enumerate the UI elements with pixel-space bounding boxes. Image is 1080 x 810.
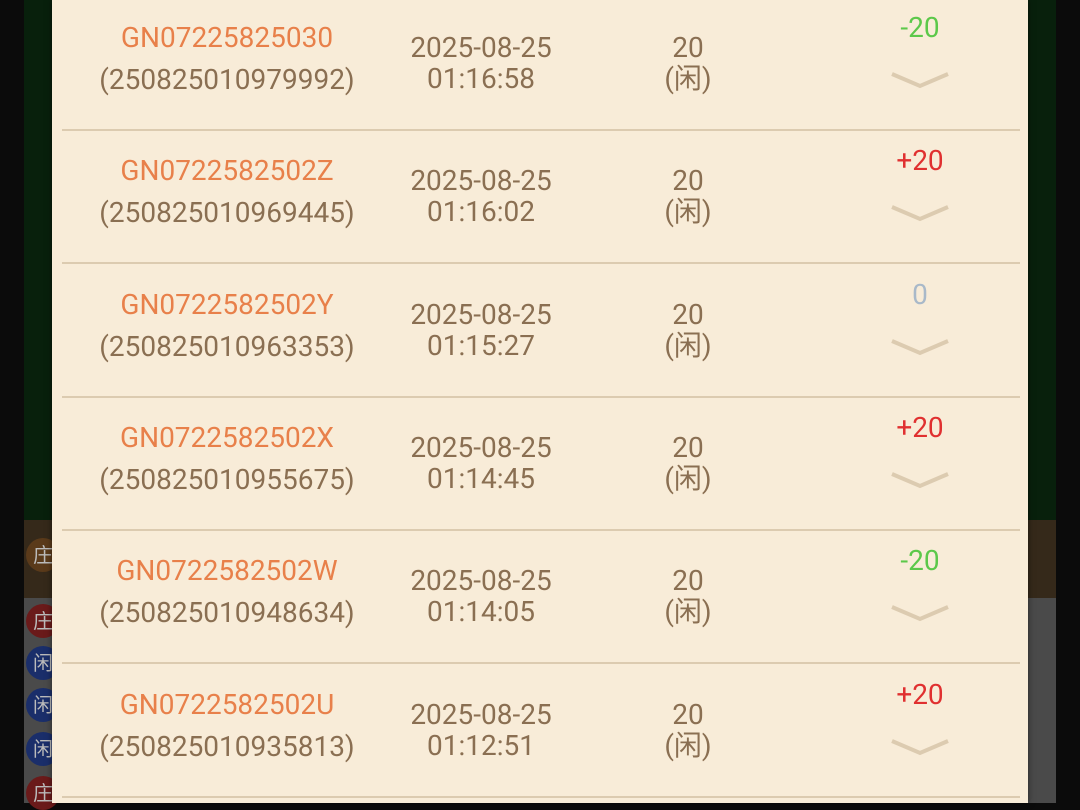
chevron-down-icon[interactable] <box>890 737 950 757</box>
datetime-cell: 2025-08-25 01:16:02 <box>374 165 588 227</box>
game-id-cell: GN0722582502W (250825010948634) <box>62 555 392 628</box>
order-id: (250825010955675) <box>99 462 355 496</box>
bet-date: 2025-08-25 <box>410 564 552 598</box>
datetime-cell: 2025-08-25 01:15:27 <box>374 299 588 361</box>
game-id-cell: GN0722582502Y (250825010963353) <box>62 289 392 362</box>
bet-time: 01:15:27 <box>427 328 535 362</box>
bet-record-row[interactable]: GN0722582502U (250825010935813) 2025-08-… <box>62 663 1020 798</box>
chevron-down-icon[interactable] <box>890 603 950 623</box>
bet-amount: 20 <box>672 31 704 64</box>
chevron-down-icon[interactable] <box>890 70 950 90</box>
datetime-cell: 2025-08-25 01:14:45 <box>374 432 588 494</box>
bet-time: 01:14:05 <box>427 595 535 629</box>
game-id-cell: GN07225825030 (250825010979992) <box>62 22 392 95</box>
order-id: (250825010963353) <box>99 329 355 363</box>
game-id: GN0722582502Z <box>120 154 334 188</box>
bet-amount-cell: 20 (闲) <box>590 699 786 761</box>
game-id: GN0722582502U <box>119 687 335 721</box>
bet-amount: 20 <box>672 564 704 598</box>
win-loss: -20 <box>900 11 940 44</box>
bet-amount-cell: 20 (闲) <box>590 32 786 94</box>
win-loss: 0 <box>912 277 928 311</box>
datetime-cell: 2025-08-25 01:12:51 <box>374 699 588 761</box>
bet-amount: 20 <box>672 430 704 464</box>
bet-record-row[interactable]: GN07225825030 (250825010979992) 2025-08-… <box>62 0 1020 131</box>
bet-date: 2025-08-25 <box>410 697 552 731</box>
win-loss: +20 <box>896 677 944 711</box>
bet-amount: 20 <box>672 164 704 198</box>
bet-date: 2025-08-25 <box>410 31 552 64</box>
bet-date: 2025-08-25 <box>410 297 552 331</box>
bet-time: 01:16:58 <box>427 62 535 95</box>
game-id-cell: GN0722582502U (250825010935813) <box>62 689 392 762</box>
win-loss: -20 <box>900 544 940 578</box>
order-id: (250825010969445) <box>99 196 355 230</box>
game-id-cell: GN0722582502X (250825010955675) <box>62 422 392 495</box>
bet-record-row[interactable]: GN0722582502W (250825010948634) 2025-08-… <box>62 529 1020 665</box>
datetime-cell: 2025-08-25 01:16:58 <box>374 32 588 94</box>
bet-amount-cell: 20 (闲) <box>590 299 786 361</box>
bet-side: (闲) <box>664 328 712 362</box>
bet-record-row[interactable]: GN0722582502Z (250825010969445) 2025-08-… <box>62 129 1020 265</box>
bet-amount-cell: 20 (闲) <box>590 165 786 227</box>
bet-history-modal: GN07225825030 (250825010979992) 2025-08-… <box>52 0 1028 803</box>
bet-amount-cell: 20 (闲) <box>590 565 786 627</box>
win-loss: +20 <box>896 410 944 444</box>
datetime-cell: 2025-08-25 01:14:05 <box>374 565 588 627</box>
bet-side: (闲) <box>664 595 712 629</box>
bet-amount: 20 <box>672 697 704 731</box>
bet-time: 01:14:45 <box>427 461 535 495</box>
bet-side: (闲) <box>664 62 712 95</box>
game-id: GN0722582502X <box>120 420 334 454</box>
chevron-down-icon[interactable] <box>890 337 950 357</box>
bet-date: 2025-08-25 <box>410 430 552 464</box>
bet-record-row[interactable]: GN0722582502X (250825010955675) 2025-08-… <box>62 396 1020 531</box>
bet-amount: 20 <box>672 297 704 331</box>
game-id: GN0722582502Y <box>120 287 334 321</box>
bet-side: (闲) <box>664 195 712 229</box>
bet-record-row[interactable]: GN0722582502Y (250825010963353) 2025-08-… <box>62 263 1020 398</box>
chevron-down-icon[interactable] <box>890 470 950 490</box>
order-id: (250825010935813) <box>99 729 355 763</box>
bet-date: 2025-08-25 <box>410 164 552 198</box>
bet-side: (闲) <box>664 461 712 495</box>
order-id: (250825010948634) <box>99 596 355 630</box>
bet-time: 01:16:02 <box>427 195 535 229</box>
order-id: (250825010979992) <box>99 63 355 96</box>
bet-amount-cell: 20 (闲) <box>590 432 786 494</box>
game-id: GN0722582502W <box>116 554 338 588</box>
win-loss: +20 <box>896 144 944 178</box>
chevron-down-icon[interactable] <box>890 203 950 223</box>
game-id: GN07225825030 <box>120 21 334 54</box>
game-id-cell: GN0722582502Z (250825010969445) <box>62 155 392 228</box>
bet-side: (闲) <box>664 728 712 762</box>
bet-time: 01:12:51 <box>427 728 535 762</box>
